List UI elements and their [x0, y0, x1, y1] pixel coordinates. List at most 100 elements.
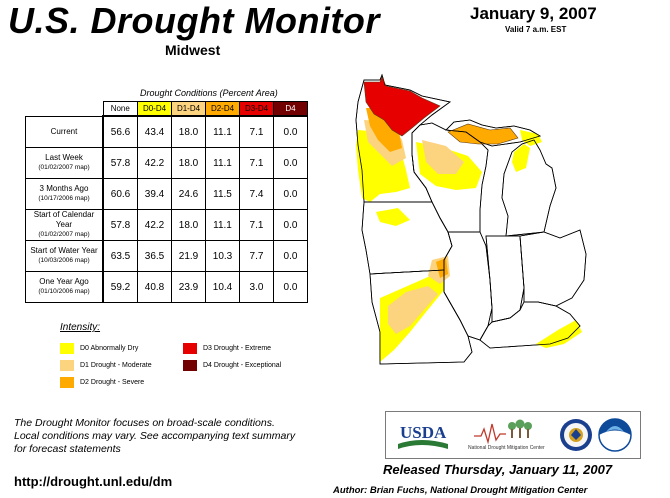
table-cell: 0.0 — [273, 178, 308, 210]
row-label-text: Last Week — [45, 153, 83, 162]
row-label: Start of Calendar Year (01/02/2007 map) — [25, 209, 104, 241]
logos-svg: USDA National Drought Mitigation Center — [398, 418, 632, 452]
d1-region-wi — [422, 140, 464, 174]
table-cell: 0.0 — [273, 240, 308, 272]
page-title: U.S. Drought Monitor — [8, 0, 380, 41]
row-label-text: Start of Water Year — [30, 246, 98, 255]
release-date: Released Thursday, January 11, 2007 — [383, 462, 613, 477]
legend-item-d4: D4 Drought - Exceptional — [183, 360, 281, 371]
drought-boundaries — [363, 76, 519, 145]
disclaimer-line-1: The Drought Monitor focuses on broad-sca… — [14, 417, 275, 429]
col-header-d2-d4: D2-D4 — [205, 101, 240, 117]
legend-label-d2: D2 Drought - Severe — [80, 379, 145, 386]
d0-region-iowa — [376, 208, 410, 226]
legend-item-d0: D0 Abnormally Dry — [60, 343, 138, 354]
usda-text: USDA — [400, 423, 447, 442]
row-sublabel: (10/17/2006 map) — [38, 195, 90, 202]
disclaimer-text: The Drought Monitor focuses on broad-sca… — [14, 417, 334, 456]
row-label: Last Week (01/02/2007 map) — [25, 147, 104, 179]
table-cell: 57.8 — [102, 209, 138, 241]
ndmc-text: National Drought Mitigation Center — [468, 445, 545, 451]
legend-label-d4: D4 Drought - Exceptional — [203, 362, 282, 369]
table-row: Start of Water Year (10/03/2006 map) 63.5 3… — [25, 240, 308, 272]
table-cell: 7.1 — [239, 115, 274, 148]
table-cell: 42.2 — [137, 209, 172, 241]
table-cell: 3.0 — [239, 271, 274, 303]
row-label: Current — [25, 115, 104, 148]
drought-monitor-link[interactable]: http://drought.unl.edu/dm — [14, 474, 173, 489]
legend-swatch-d4 — [183, 360, 197, 371]
table-cell: 56.6 — [102, 115, 138, 148]
map-date: January 9, 2007 — [470, 4, 597, 23]
table-row: Last Week (01/02/2007 map) 57.8 42.2 18.0 11.… — [25, 147, 308, 179]
table-cell: 23.9 — [171, 271, 206, 303]
col-header-d4: D4 — [273, 101, 308, 117]
d1-region-mo — [388, 286, 438, 334]
row-sublabel: (10/03/2006 map) — [38, 257, 90, 264]
author-credit: Author: Brian Fuchs, National Drought Mi… — [333, 485, 588, 496]
legend-swatch-d3 — [183, 343, 197, 354]
disclaimer-line-2: Local conditions may vary. See accompany… — [14, 430, 296, 442]
table-cell: 21.9 — [171, 240, 206, 272]
table-cell: 18.0 — [171, 147, 206, 179]
table-cell: 63.5 — [102, 240, 138, 272]
table-row: 3 Months Ago (10/17/2006 map) 60.6 39.4 24.6… — [25, 178, 308, 210]
row-label-text: One Year Ago — [39, 277, 89, 286]
table-cell: 10.4 — [205, 271, 240, 303]
row-sublabel: (01/02/2007 map) — [38, 231, 90, 238]
partner-logos: USDA National Drought Mitigation Center — [385, 411, 641, 459]
table-cell: 18.0 — [171, 209, 206, 241]
state-michigan-lp — [501, 139, 557, 237]
d3-areas — [364, 77, 440, 136]
row-label: 3 Months Ago (10/17/2006 map) — [25, 178, 104, 210]
row-sublabel: (01/02/2007 map) — [38, 164, 90, 171]
state-ohio — [519, 229, 587, 307]
table-header-row: None D0-D4 D1-D4 D2-D4 D3-D4 D4 — [26, 101, 308, 117]
table-cell: 0.0 — [273, 209, 308, 241]
ndmc-pulse-icon — [474, 423, 506, 445]
table-cell: 11.1 — [205, 209, 240, 241]
table-cell: 57.8 — [102, 147, 138, 179]
table-cell: 60.6 — [102, 178, 138, 210]
table-cell: 11.1 — [205, 115, 240, 148]
table-caption: Drought Conditions (Percent Area) — [140, 88, 278, 98]
usda-logo: USDA — [398, 423, 448, 449]
drought-stats-table: None D0-D4 D1-D4 D2-D4 D3-D4 D4 Current 5… — [25, 101, 308, 303]
table-cell: 0.0 — [273, 147, 308, 179]
valid-time: Valid 7 a.m. EST — [505, 25, 567, 34]
usda-swoosh-icon — [398, 440, 448, 449]
legend-title: Intensity: — [60, 322, 101, 333]
row-label-text: Current — [50, 126, 78, 136]
table-cell: 11.1 — [205, 147, 240, 179]
table-cell: 39.4 — [137, 178, 172, 210]
legend-item-d2: D2 Drought - Severe — [60, 377, 144, 388]
legend-swatch-d1 — [60, 360, 74, 371]
table-cell: 0.0 — [273, 271, 308, 303]
legend-item-d3: D3 Drought - Extreme — [183, 343, 271, 354]
col-header-d1-d4: D1-D4 — [171, 101, 206, 117]
table-row: One Year Ago (01/10/2006 map) 59.2 40.8 23.9… — [25, 271, 308, 303]
table-cell: 40.8 — [137, 271, 172, 303]
row-label: One Year Ago (01/10/2006 map) — [25, 271, 104, 303]
d2-region-il — [436, 258, 448, 278]
table-cell: 18.0 — [171, 115, 206, 148]
table-cell: 0.0 — [273, 115, 308, 148]
col-header-d3-d4: D3-D4 — [239, 101, 274, 117]
legend-item-d1: D1 Drought - Moderate — [60, 360, 152, 371]
col-header-none: None — [102, 101, 138, 117]
legend-swatch-d2 — [60, 377, 74, 388]
d0-region-mi-thumb — [512, 144, 530, 172]
legend-label-d0: D0 Abnormally Dry — [80, 345, 139, 352]
table-cell: 10.3 — [205, 240, 240, 272]
row-label-text: 3 Months Ago — [39, 184, 89, 193]
row-label: Start of Water Year (10/03/2006 map) — [25, 240, 104, 272]
table-cell: 7.1 — [239, 147, 274, 179]
table-cell: 7.4 — [239, 178, 274, 210]
table-cell: 11.5 — [205, 178, 240, 210]
disclaimer-line-3: for forecast statements — [14, 443, 121, 455]
table-cell: 7.7 — [239, 240, 274, 272]
d3-region-mn-arrowhead — [364, 77, 440, 136]
table-row: Current 56.6 43.4 18.0 11.1 7.1 0.0 — [25, 115, 308, 148]
table-cell: 43.4 — [137, 115, 172, 148]
col-header-d0-d4: D0-D4 — [137, 101, 172, 117]
